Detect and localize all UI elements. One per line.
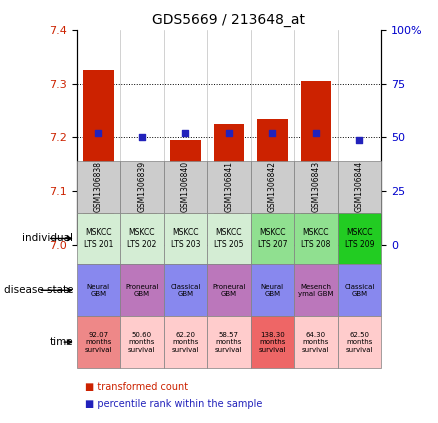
Point — [225, 130, 232, 137]
Point — [269, 130, 276, 137]
Bar — [77, 161, 120, 212]
Bar — [257, 118, 288, 245]
Text: MSKCC
LTS 207: MSKCC LTS 207 — [258, 228, 287, 249]
Bar — [164, 316, 207, 368]
Bar — [338, 212, 381, 264]
Point — [356, 136, 363, 143]
Text: GSM1306840: GSM1306840 — [181, 161, 190, 212]
Bar — [77, 264, 120, 316]
Text: time: time — [49, 337, 73, 347]
Text: MSKCC
LTS 205: MSKCC LTS 205 — [214, 228, 244, 249]
Text: GSM1306843: GSM1306843 — [311, 161, 320, 212]
Text: Classical
GBM: Classical GBM — [344, 283, 374, 297]
Bar — [77, 316, 120, 368]
Text: Mesench
ymal GBM: Mesench ymal GBM — [298, 283, 334, 297]
Point — [182, 130, 189, 137]
Text: Neural
GBM: Neural GBM — [87, 283, 110, 297]
Text: individual: individual — [22, 233, 73, 244]
Text: Proneural
GBM: Proneural GBM — [212, 283, 246, 297]
Title: GDS5669 / 213648_at: GDS5669 / 213648_at — [152, 13, 305, 27]
Text: 64.30
months
survival: 64.30 months survival — [302, 332, 329, 353]
Bar — [338, 161, 381, 212]
Text: GSM1306844: GSM1306844 — [355, 161, 364, 212]
Text: MSKCC
LTS 209: MSKCC LTS 209 — [345, 228, 374, 249]
Text: 138.30
months
survival: 138.30 months survival — [258, 332, 286, 353]
Bar — [251, 161, 294, 212]
Bar — [338, 316, 381, 368]
Text: GSM1306841: GSM1306841 — [224, 161, 233, 212]
Bar — [294, 316, 338, 368]
Bar — [120, 264, 164, 316]
Text: Neural
GBM: Neural GBM — [261, 283, 284, 297]
Text: GSM1306842: GSM1306842 — [268, 161, 277, 212]
Text: MSKCC
LTS 202: MSKCC LTS 202 — [127, 228, 156, 249]
Text: 62.20
months
survival: 62.20 months survival — [172, 332, 199, 353]
Bar — [207, 264, 251, 316]
Bar — [77, 212, 120, 264]
Bar — [251, 264, 294, 316]
Bar — [251, 212, 294, 264]
Point — [95, 130, 102, 137]
Bar — [120, 316, 164, 368]
Text: ■ transformed count: ■ transformed count — [85, 382, 188, 392]
Bar — [120, 212, 164, 264]
Point — [138, 134, 145, 141]
Text: 62.50
months
survival: 62.50 months survival — [346, 332, 373, 353]
Text: Proneural
GBM: Proneural GBM — [125, 283, 159, 297]
Text: 50.60
months
survival: 50.60 months survival — [128, 332, 155, 353]
Text: MSKCC
LTS 203: MSKCC LTS 203 — [171, 228, 200, 249]
Text: 92.07
months
survival: 92.07 months survival — [85, 332, 112, 353]
Bar — [294, 264, 338, 316]
Bar — [294, 212, 338, 264]
Bar — [164, 212, 207, 264]
Bar — [127, 170, 157, 245]
Bar — [164, 161, 207, 212]
Bar — [214, 124, 244, 245]
Bar — [344, 232, 374, 245]
Text: 58.57
months
survival: 58.57 months survival — [215, 332, 243, 353]
Bar — [294, 161, 338, 212]
Bar — [207, 161, 251, 212]
Bar — [338, 264, 381, 316]
Bar — [120, 161, 164, 212]
Text: MSKCC
LTS 201: MSKCC LTS 201 — [84, 228, 113, 249]
Text: ■ percentile rank within the sample: ■ percentile rank within the sample — [85, 399, 263, 409]
Text: Classical
GBM: Classical GBM — [170, 283, 201, 297]
Bar — [170, 140, 201, 245]
Bar — [207, 316, 251, 368]
Bar — [300, 81, 331, 245]
Text: GSM1306839: GSM1306839 — [138, 161, 146, 212]
Point — [312, 130, 319, 137]
Bar — [207, 212, 251, 264]
Bar — [164, 264, 207, 316]
Text: disease state: disease state — [4, 285, 73, 295]
Text: MSKCC
LTS 208: MSKCC LTS 208 — [301, 228, 331, 249]
Bar — [83, 70, 113, 245]
Text: GSM1306838: GSM1306838 — [94, 161, 103, 212]
Bar — [251, 316, 294, 368]
